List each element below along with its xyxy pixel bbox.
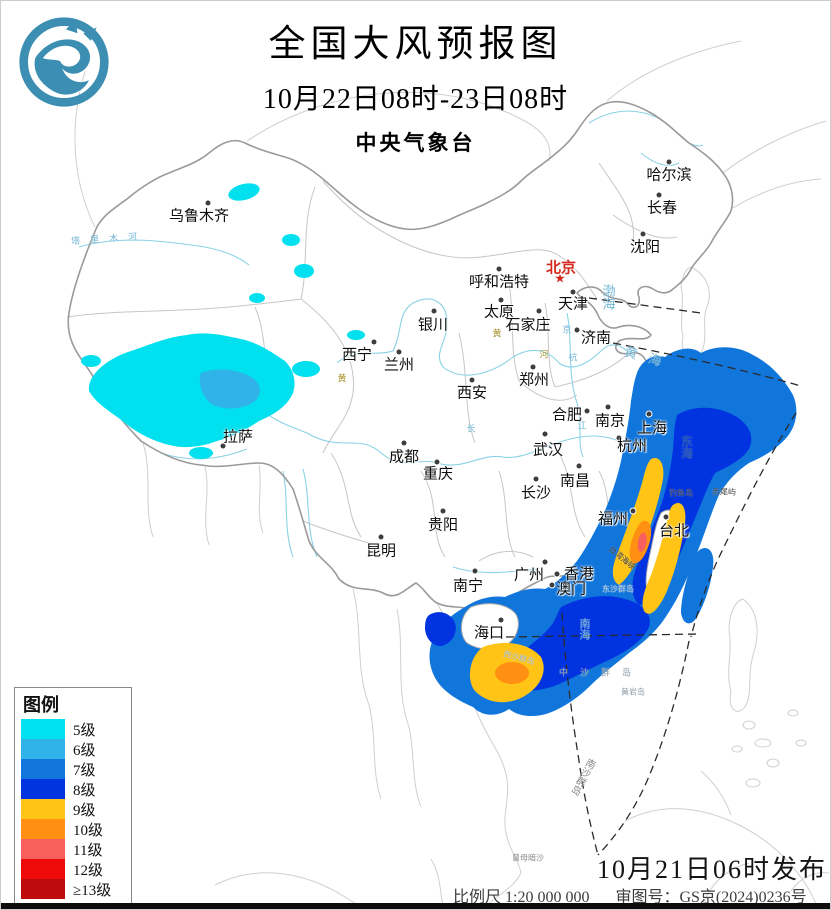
legend-label: 5级: [73, 722, 96, 739]
bottom-border-bar: [1, 903, 830, 909]
map-meta: 比例尺 1:20 000 000 审图号：GS京(2024)0236号: [453, 883, 807, 907]
legend-label: 8级: [73, 782, 96, 799]
legend-swatch: [21, 719, 65, 739]
wind-area-level6: [199, 369, 260, 409]
hainan-island: [461, 603, 519, 650]
wind-area-level11: [637, 532, 647, 552]
legend-swatch: [21, 859, 65, 879]
legend-item: 9级: [21, 799, 131, 819]
legend-swatch: [21, 739, 65, 759]
legend-swatch: [21, 779, 65, 799]
maritime-dashed-lines: [505, 297, 802, 856]
legend-item: 8级: [21, 779, 131, 799]
legend-label: 9级: [73, 802, 96, 819]
legend-title: 图例: [23, 695, 59, 715]
issuing-agency: 中央气象台: [355, 131, 476, 155]
legend-item: 5级: [21, 719, 131, 739]
forecast-period: 10月22日08时-23日08时: [262, 84, 569, 115]
legend-item: 11级: [21, 839, 131, 859]
review-number: 审图号：GS京(2024)0236号: [615, 889, 807, 906]
legend-label: 11级: [73, 842, 103, 859]
legend-item: ≥13级: [21, 879, 131, 899]
legend-item: 12级: [21, 859, 131, 879]
foreign-boundaries: [74, 40, 830, 909]
legend-label: ≥13级: [73, 882, 112, 899]
page-title: 全国大风预报图: [268, 24, 563, 65]
scale-label: 比例尺 1:20 000 000: [453, 889, 590, 906]
china-national-boundary: [67, 100, 734, 615]
cma-logo-icon: [19, 17, 109, 107]
legend-item: 6级: [21, 739, 131, 759]
legend-swatch: [21, 759, 65, 779]
legend-items: 5级 6级 7级 8级 9级 10级 11级 12级 ≥13级: [21, 719, 131, 899]
legend-swatch: [21, 879, 65, 899]
legend-swatch: [21, 799, 65, 819]
cma-logo: [16, 14, 112, 110]
legend: 图例 5级 6级 7级 8级 9级 10级 11级 12级 ≥13级: [14, 687, 132, 905]
legend-label: 10级: [73, 822, 104, 839]
legend-item: 10级: [21, 819, 131, 839]
legend-swatch: [21, 839, 65, 859]
legend-label: 7级: [73, 762, 96, 779]
issue-time: 10月21日06时发布: [597, 855, 828, 884]
legend-item: 7级: [21, 759, 131, 779]
legend-label: 12级: [73, 862, 104, 879]
header: 全国大风预报图 10月22日08时-23日08时 中央气象台: [1, 13, 830, 157]
legend-swatch: [21, 819, 65, 839]
legend-label: 6级: [73, 742, 96, 759]
wind-area-level5: [81, 183, 654, 477]
